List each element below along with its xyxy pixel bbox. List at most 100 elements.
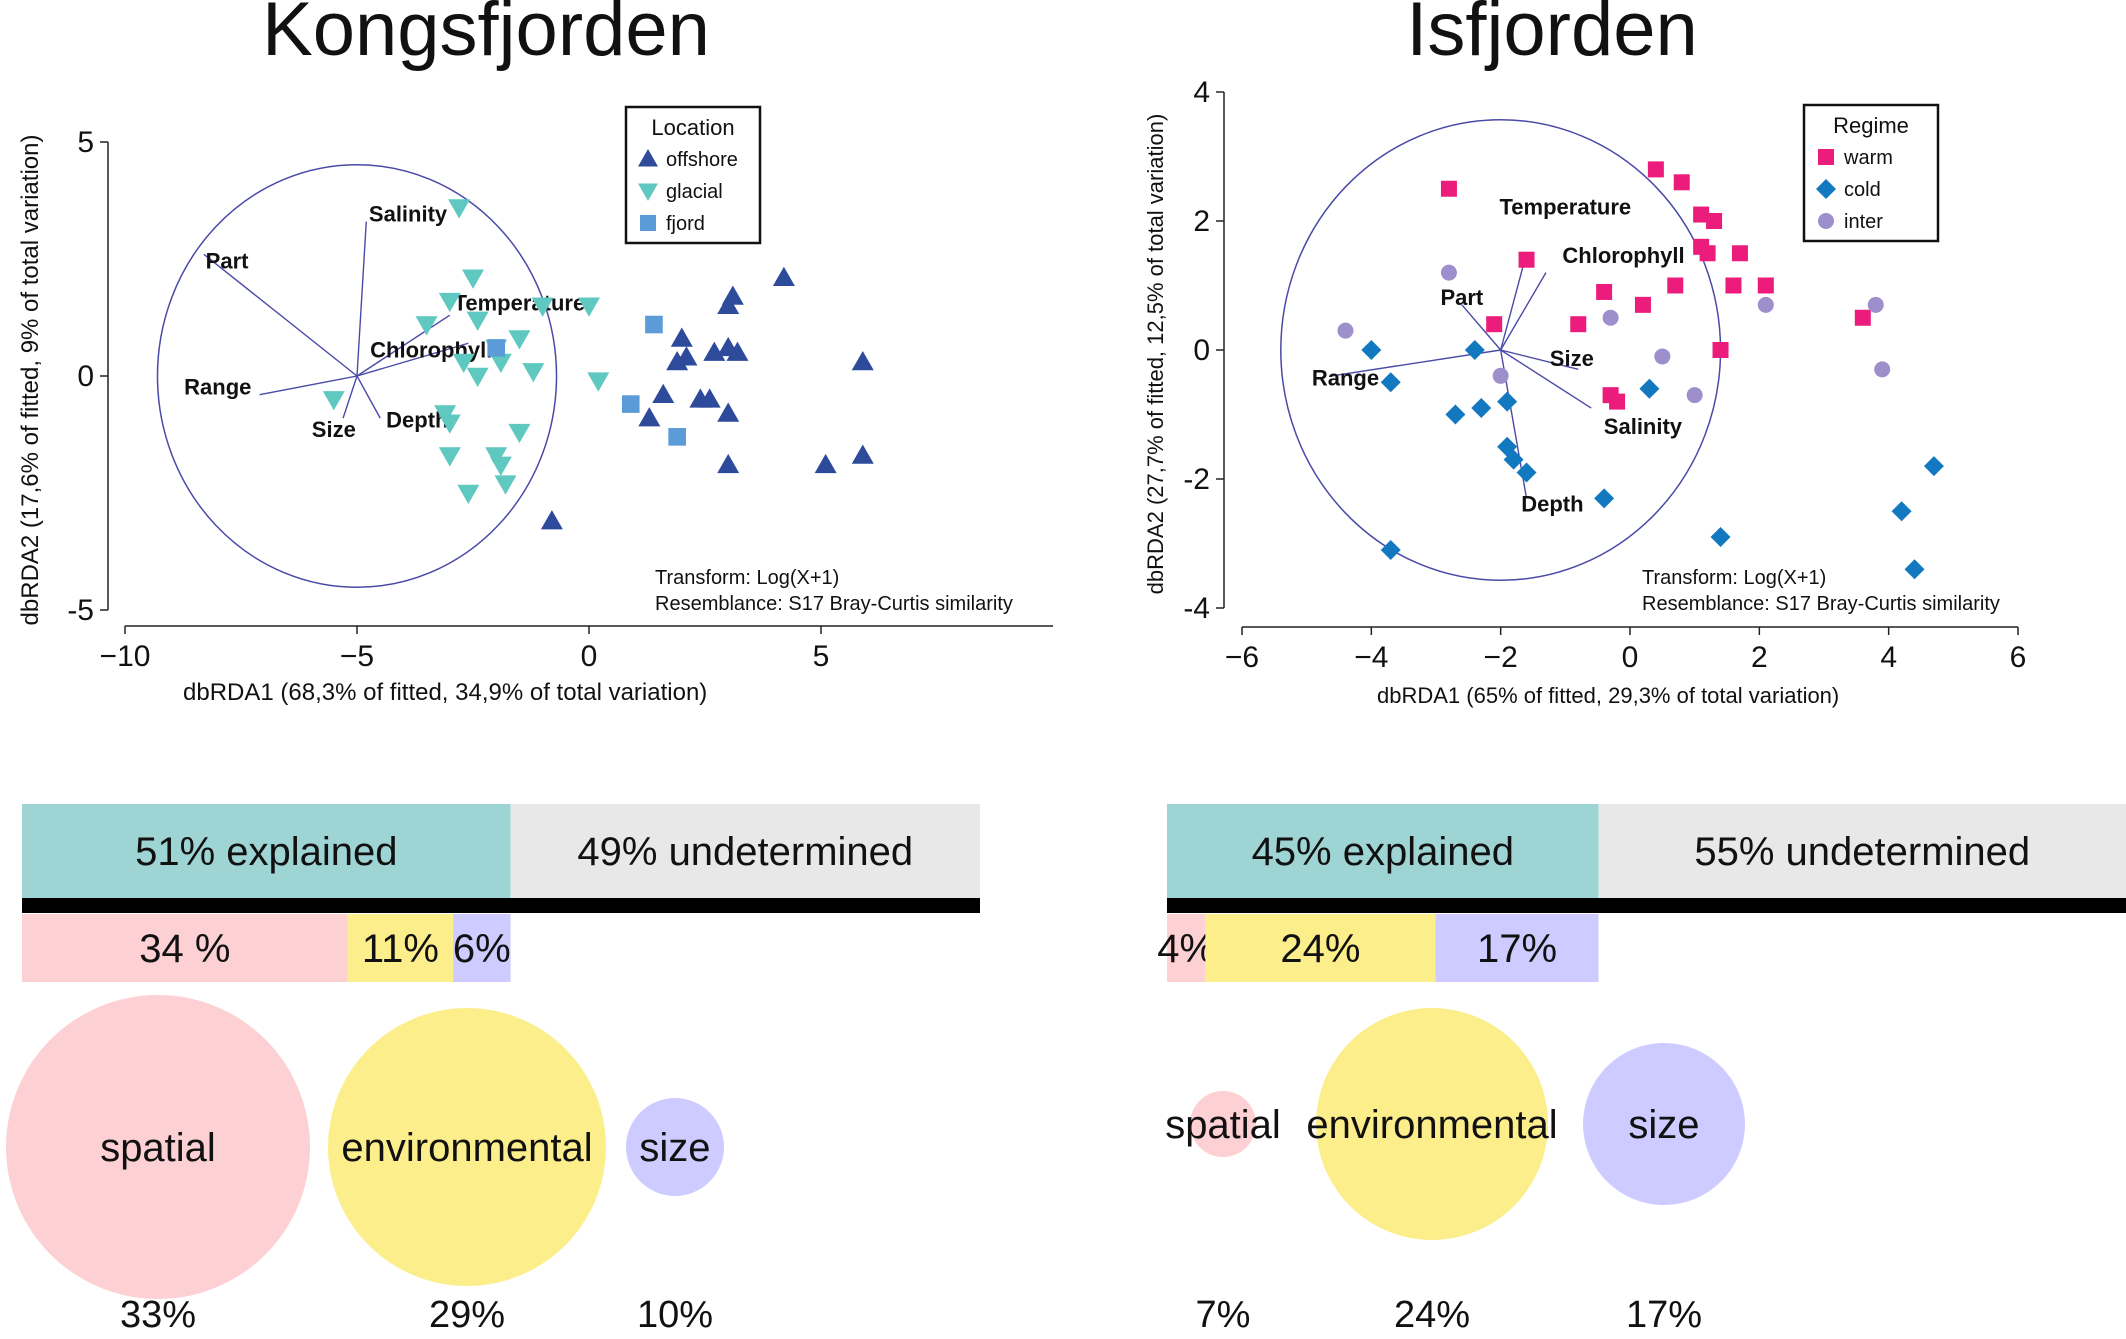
isfjorden-vector-temperature [1499,253,1528,351]
kongsfjorden-point-offshore [717,402,740,422]
kongsfjorden-point-glacial [531,297,554,317]
kongsfjorden-point-offshore [726,341,749,361]
isfjorden-point-warm [1634,296,1651,313]
kongsfjorden-x-axis-label: dbRDA1 (68,3% of fitted, 34,9% of total … [183,679,707,706]
isfjorden-point-warm [1731,245,1748,262]
kongsfjorden-bar-spatial [22,914,348,982]
kongsfjorden-legend: Location offshore glacial fjord [624,105,762,245]
isfjorden-bar-spatial [1167,914,1206,982]
isfjorden-y-tick-label: -2 [1183,463,1210,496]
kongsfjorden-vector-range [259,375,358,396]
isfjorden-point-warm [1609,393,1626,410]
isfjorden-bar-label-size: 17% [1477,927,1557,971]
kongsfjorden-y-tick-label: -5 [67,594,94,627]
isfjorden-point-cold [1361,340,1382,360]
isfjorden-bubble-label-size: size [1628,1103,1699,1147]
kongsfjorden-bubble-value-environmental: 29% [429,1294,505,1336]
isfjorden-point-cold [1891,501,1912,522]
kongsfjorden-point-glacial [587,372,610,392]
kongsfjorden-x-tick-label: −10 [100,640,151,673]
kongsfjorden-x-tick-label: 5 [813,640,830,673]
kongsfjorden-x-tick-label: 0 [581,640,598,673]
isfjorden-point-warm [1693,206,1710,223]
isfjorden-point-inter [1602,309,1619,326]
isfjorden-point-warm [1699,245,1716,262]
kongsfjorden-point-glacial [438,447,461,467]
kongsfjorden-point-offshore [851,444,874,464]
isfjorden-point-inter [1757,296,1774,313]
isfjorden-vector-label-chlorophyll: Chlorophyll [1562,243,1684,268]
kongsfjorden-bar-divider [22,898,980,913]
isfjorden-title: Isfjorden [1406,0,1698,72]
kongsfjorden-point-glacial [466,311,489,331]
isfjorden-vector-label-range: Range [1312,365,1379,390]
isfjorden-bar-label-environmental: 24% [1280,927,1360,971]
kongsfjorden-point-glacial [462,269,484,289]
isfjorden-point-inter [1867,296,1884,313]
isfjorden-point-warm [1518,251,1535,268]
kongsfjorden-bar-environmental [347,914,454,982]
isfjorden-bubble-environmental [1316,1008,1548,1240]
isfjorden-vector-salinity [1500,349,1592,409]
kongsfjorden-bubble-value-spatial: 33% [120,1294,196,1336]
kongsfjorden-point-offshore [717,453,740,474]
isfjorden-point-inter [1492,367,1509,384]
isfjorden-vectors: Temperature Chlorophyll Part Range Size Salin… [1312,195,1685,517]
kongsfjorden-vector-chlorophyll [356,342,469,377]
isfjorden-dbrda-plot: Isfjorden −6 −4 −2 0 2 4 6 -4 -2 0 2 4 Temperature C… [1143,0,2026,708]
isfjorden-bar-divider [1167,898,2126,913]
isfjorden-bar-explained [1167,804,1599,898]
isfjorden-point-warm [1596,283,1613,300]
kongsfjorden-point-offshore [638,407,661,427]
kongsfjorden-bubble-environmental [328,1008,606,1286]
isfjorden-axes: −6 −4 −2 0 2 4 6 -4 -2 0 2 4 [1183,76,2026,674]
isfjorden-point-inter [1440,264,1457,281]
isfjorden-y-tick-label: 4 [1193,76,1210,109]
kongsfjorden-vector-label-size: Size [312,417,356,442]
isfjorden-y-tick-label: 0 [1193,334,1210,367]
kongsfjorden-point-offshore [540,510,563,530]
isfjorden-vector-label-part: Part [1440,285,1483,310]
isfjorden-point-cold [1380,539,1401,560]
kongsfjorden-legend-marker-fjord [640,215,656,231]
kongsfjorden-legend-label-fjord: fjord [666,213,705,235]
isfjorden-point-warm [1725,277,1742,294]
isfjorden-bar-label-explained: 45% explained [1252,830,1514,874]
kongsfjorden-dbrda-plot: Kongsfjorden −10 −5 0 5 -5 0 5 Salinity Part Tem… [17,0,1053,706]
kongsfjorden-point-glacial [508,330,531,350]
kongsfjorden-vector-label-salinity: Salinity [369,202,448,227]
kongsfjorden-bubble-value-size: 10% [637,1294,713,1336]
isfjorden-vector-chlorophyll [1500,272,1547,351]
kongsfjorden-point-glacial [489,353,512,373]
kongsfjorden-bubble-label-spatial: spatial [100,1126,216,1170]
kongsfjorden-point-glacial [438,414,461,434]
isfjorden-bubble-label-spatial: spatial [1165,1103,1281,1147]
kongsfjorden-bar-undetermined [510,804,980,898]
isfjorden-point-inter [1654,348,1671,365]
kongsfjorden-correlation-circle [156,163,558,589]
isfjorden-legend-label-cold: cold [1844,179,1881,201]
kongsfjorden-y-tick-label: 5 [77,126,94,159]
kongsfjorden-vector-depth [356,375,381,419]
isfjorden-point-cold [1904,559,1925,580]
kongsfjorden-point-offshore [666,350,689,371]
kongsfjorden-point-glacial [508,423,531,444]
kongsfjorden-legend-marker-offshore [638,149,658,167]
isfjorden-bubble-value-spatial: 7% [1196,1294,1251,1336]
kongsfjorden-point-glacial [489,456,512,476]
isfjorden-bar-environmental [1205,914,1436,982]
isfjorden-x-tick-label: 2 [1751,641,1768,674]
kongsfjorden-partitioning: 51% explained 49% undetermined 34 % 11% 6% sp… [6,804,980,1336]
kongsfjorden-legend-title: Location [651,115,734,140]
isfjorden-point-warm [1440,180,1457,197]
kongsfjorden-bubble-label-size: size [639,1126,710,1170]
isfjorden-point-warm [1712,342,1729,358]
isfjorden-x-tick-label: −6 [1225,641,1259,674]
kongsfjorden-point-offshore [703,341,726,361]
isfjorden-bubble-value-size: 17% [1626,1294,1702,1336]
isfjorden-point-inter [1337,322,1354,339]
isfjorden-point-cold [1710,527,1731,548]
isfjorden-bar-undetermined [1598,804,2126,898]
isfjorden-y-tick-label: 2 [1193,205,1210,238]
isfjorden-legend-marker-warm [1818,149,1834,165]
